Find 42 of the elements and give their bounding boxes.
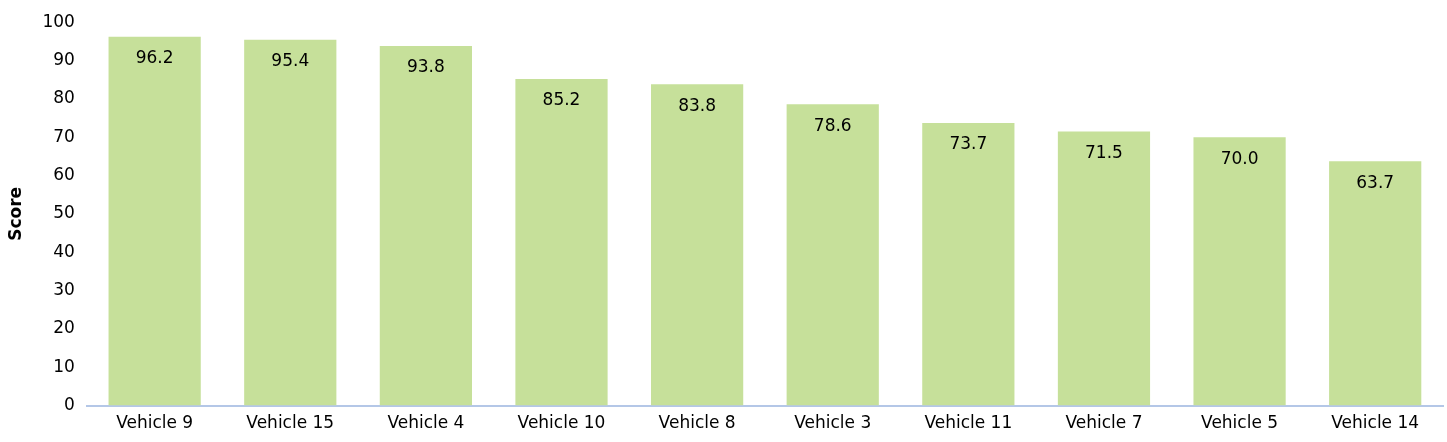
data-label: 78.6 [813,114,852,135]
bar [515,78,608,406]
bar [786,104,879,406]
y-tick-label: 100 [42,10,75,31]
x-tick-label: Vehicle 9 [116,412,194,433]
x-tick-label: Vehicle 5 [1201,412,1279,433]
y-tick-label: 80 [53,87,75,108]
y-axis-title: Score [4,186,25,241]
y-tick-label: 60 [53,163,75,184]
data-label: 73.7 [949,133,988,154]
y-tick-label: 30 [53,279,75,299]
bar [244,39,337,406]
x-tick-label: Vehicle 8 [658,412,736,433]
x-tick-label: Vehicle 7 [1065,412,1143,433]
data-label: 63.7 [1356,171,1395,192]
data-label: 83.8 [678,94,717,115]
x-tick-label: Vehicle 15 [246,412,335,433]
y-tick-label: 40 [53,240,75,261]
y-tick-label: 20 [53,317,75,338]
data-label: 95.4 [271,50,310,71]
x-tick-label: Vehicle 14 [1331,412,1420,433]
x-tick-label: Vehicle 10 [517,412,606,433]
bar [1057,131,1151,406]
x-tick-label: Vehicle 11 [924,412,1013,433]
data-label: 71.5 [1085,141,1123,162]
data-label: 96.2 [135,47,174,68]
data-label: 85.2 [542,89,581,110]
bar [651,84,744,406]
y-tick-label: 0 [64,394,75,415]
y-tick-label: 50 [53,202,75,223]
bar [108,36,201,406]
bar [1329,161,1422,406]
y-tick-label: 10 [53,355,75,376]
data-label: 93.8 [406,56,445,77]
bar [379,45,472,406]
y-tick-label: 70 [53,125,75,146]
y-tick-label: 90 [53,48,75,69]
x-tick-label: Vehicle 4 [387,412,465,433]
data-label: 70.0 [1220,147,1259,168]
bar [1193,137,1286,406]
x-tick-label: Vehicle 3 [794,412,872,433]
bar [922,123,1015,406]
